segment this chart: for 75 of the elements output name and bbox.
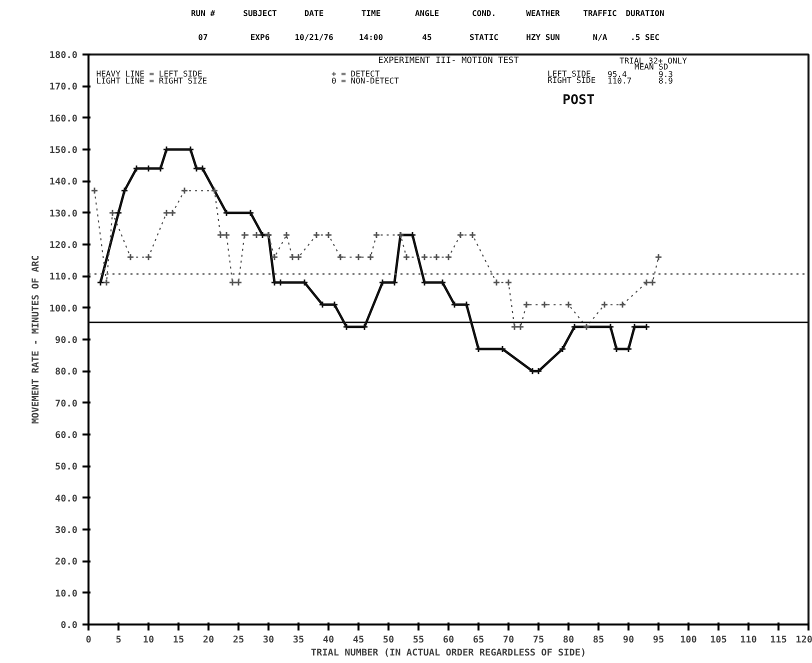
- y-tick-label: 0.0: [60, 620, 78, 631]
- x-tick-label: 15: [172, 634, 184, 646]
- x-tick-label: 60: [442, 634, 454, 646]
- x-tick-label: 80: [562, 634, 574, 646]
- annotation: HEAVY LINE = LEFT SIDE: [96, 69, 202, 78]
- annotation: MEAN: [634, 62, 654, 72]
- text: TIME: [361, 8, 381, 20]
- y-tick-label: 80.0: [55, 366, 78, 378]
- x-tick-label: 70: [502, 634, 514, 646]
- x-tick-label: 30: [262, 634, 274, 646]
- x-tick-label: 25: [232, 634, 244, 646]
- annotation: + = DETECT: [332, 69, 380, 78]
- y-tick-label: 170.0: [49, 82, 78, 93]
- x-axis-title: TRIAL NUMBER (IN ACTUAL ORDER REGARDLESS OF SIDE): [310, 648, 586, 658]
- annotation: 0 = NON-DETECT: [332, 76, 400, 86]
- x-tick-label: 95: [652, 634, 664, 646]
- text: DURATION: [626, 8, 664, 20]
- y-tick-label: 70.0: [55, 398, 78, 410]
- annotation: 8.9: [658, 76, 674, 86]
- y-tick-label: 110.0: [49, 272, 78, 283]
- text: 07: [198, 32, 208, 44]
- chart-title: EXPERIMENT III- MOTION TEST: [378, 56, 520, 66]
- x-tick-label: 100: [680, 634, 698, 646]
- y-tick-label: 30.0: [55, 525, 78, 536]
- annotation: RIGHT SIDE: [548, 76, 596, 85]
- x-tick-label: 0: [86, 634, 92, 646]
- x-tick-label: 110: [740, 634, 758, 646]
- x-tick-label: 85: [592, 634, 604, 646]
- x-tick-label: 50: [382, 634, 394, 646]
- text: ANGLE: [414, 8, 440, 20]
- text: DATE: [304, 8, 324, 20]
- x-tick-label: 40: [322, 634, 334, 646]
- text: 45: [422, 32, 432, 44]
- x-tick-label: 45: [352, 634, 364, 646]
- annotation: LIGHT LINE = RIGHT SIZE: [96, 76, 208, 86]
- y-tick-label: 50.0: [55, 462, 78, 473]
- y-tick-label: 60.0: [55, 430, 78, 441]
- y-tick-label: 160.0: [49, 113, 78, 124]
- text: EXP6: [250, 32, 270, 44]
- x-tick-label: 115: [770, 634, 787, 646]
- annotation: POST: [562, 92, 595, 108]
- text: RUN #: [190, 8, 216, 20]
- y-tick-label: 90.0: [55, 335, 78, 346]
- x-tick-label: 105: [710, 634, 727, 646]
- x-tick-label: 75: [532, 634, 544, 646]
- x-tick-label: 10: [142, 634, 154, 646]
- x-tick-label: 55: [412, 634, 424, 646]
- y-axis-title: MOVEMENT RATE - MINUTES OF ARC: [30, 255, 42, 424]
- x-tick-label: 65: [472, 634, 484, 646]
- text: HZY SUN: [526, 32, 560, 44]
- y-tick-label: 130.0: [49, 208, 78, 220]
- text: COND.: [472, 8, 496, 20]
- text: WEATHER: [526, 8, 560, 20]
- y-tick-label: 40.0: [55, 493, 78, 504]
- y-tick-label: 180.0: [49, 50, 78, 61]
- y-tick-label: 140.0: [49, 176, 78, 188]
- text: 10/21/76: [294, 32, 334, 44]
- text: 14:00: [358, 32, 384, 44]
- y-tick-label: 20.0: [55, 556, 78, 568]
- x-tick-label: 120: [796, 634, 812, 646]
- x-tick-label: 20: [202, 634, 214, 646]
- x-tick-label: 90: [622, 634, 634, 646]
- text: TRAFFIC: [583, 8, 617, 20]
- text: N/A: [592, 32, 608, 44]
- annotation: SD: [658, 62, 668, 72]
- x-tick-label: 5: [116, 634, 122, 646]
- y-tick-label: 120.0: [49, 240, 78, 251]
- text: SUBJECT: [243, 8, 277, 20]
- y-tick-label: 10.0: [55, 588, 78, 600]
- x-tick-label: 35: [292, 634, 304, 646]
- y-tick-label: 100.0: [49, 303, 78, 314]
- text: .5 SEC: [630, 32, 660, 44]
- text: STATIC: [470, 32, 498, 44]
- annotation: 110.7: [608, 76, 632, 86]
- y-tick-label: 150.0: [49, 145, 78, 156]
